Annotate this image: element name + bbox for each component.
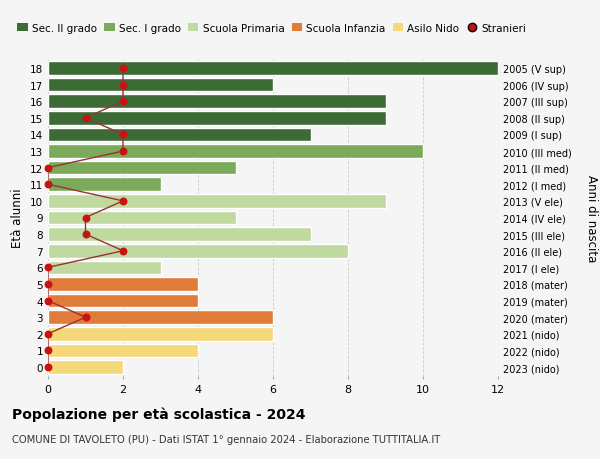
- Point: [43, 364, 53, 371]
- Bar: [48, 129, 311, 142]
- Point: [80, 314, 91, 321]
- Bar: [48, 311, 273, 325]
- Point: [80, 214, 91, 222]
- Point: [43, 297, 53, 305]
- Point: [43, 181, 53, 189]
- Point: [80, 231, 91, 238]
- Bar: [48, 360, 123, 374]
- Bar: [48, 294, 198, 308]
- Point: [80, 115, 91, 122]
- Point: [118, 131, 128, 139]
- Point: [43, 330, 53, 338]
- Legend: Sec. II grado, Sec. I grado, Scuola Primaria, Scuola Infanzia, Asilo Nido, Stran: Sec. II grado, Sec. I grado, Scuola Prim…: [17, 24, 526, 34]
- Bar: [48, 162, 235, 175]
- Point: [43, 165, 53, 172]
- Point: [43, 347, 53, 354]
- Point: [118, 148, 128, 155]
- Y-axis label: Età alunni: Età alunni: [11, 188, 25, 248]
- Bar: [48, 78, 273, 92]
- Bar: [48, 195, 386, 208]
- Point: [118, 98, 128, 106]
- Bar: [48, 278, 198, 291]
- Point: [118, 198, 128, 205]
- Bar: [48, 62, 498, 76]
- Text: Popolazione per età scolastica - 2024: Popolazione per età scolastica - 2024: [12, 406, 305, 421]
- Point: [43, 281, 53, 288]
- Bar: [48, 344, 198, 358]
- Point: [43, 264, 53, 271]
- Point: [118, 247, 128, 255]
- Bar: [48, 327, 273, 341]
- Bar: [48, 145, 423, 158]
- Bar: [48, 112, 386, 125]
- Bar: [48, 244, 348, 258]
- Y-axis label: Anni di nascita: Anni di nascita: [586, 174, 599, 262]
- Bar: [48, 95, 386, 109]
- Bar: [48, 211, 235, 225]
- Point: [118, 82, 128, 89]
- Point: [118, 65, 128, 73]
- Bar: [48, 261, 161, 274]
- Bar: [48, 178, 161, 192]
- Text: COMUNE DI TAVOLETO (PU) - Dati ISTAT 1° gennaio 2024 - Elaborazione TUTTITALIA.I: COMUNE DI TAVOLETO (PU) - Dati ISTAT 1° …: [12, 434, 440, 444]
- Bar: [48, 228, 311, 241]
